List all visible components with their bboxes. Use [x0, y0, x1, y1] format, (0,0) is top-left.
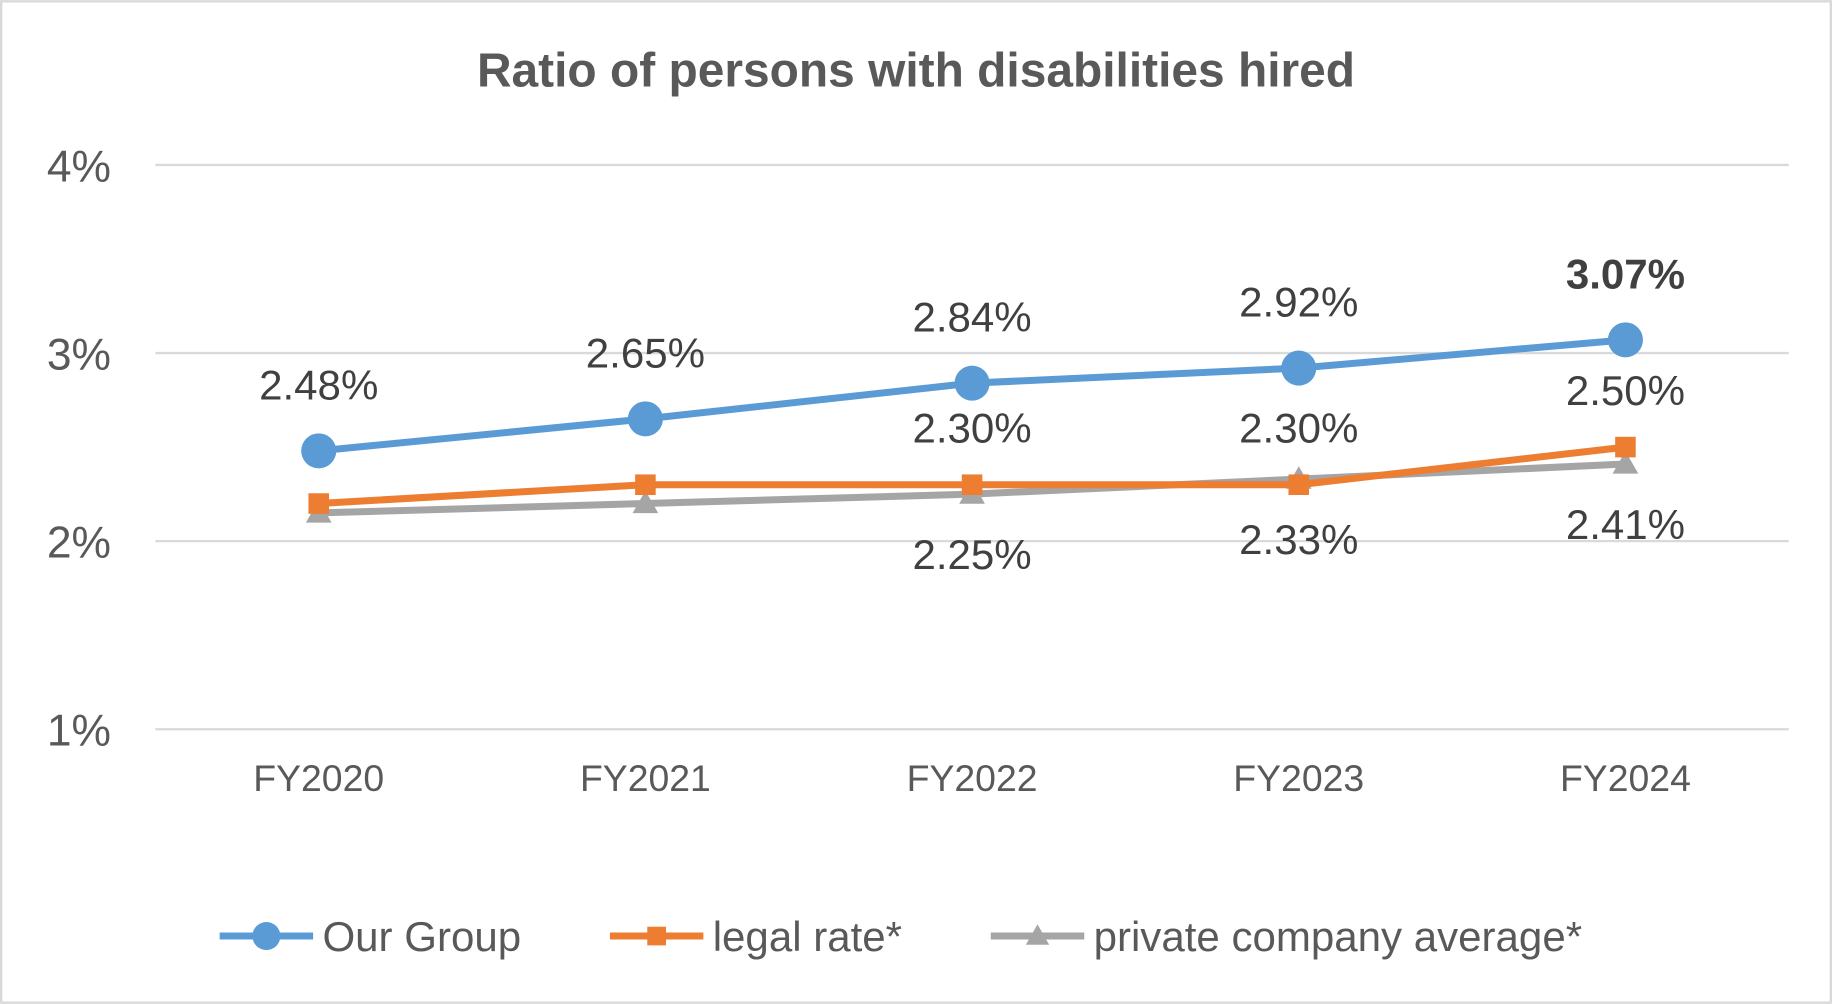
data-label: 2.25% — [912, 531, 1031, 578]
legend-marker-circle — [252, 922, 281, 951]
data-point-legal-rate — [961, 474, 983, 495]
data-point-our-group — [1281, 350, 1317, 386]
data-point-legal-rate — [308, 493, 330, 514]
x-tick-label: FY2024 — [1560, 757, 1691, 799]
data-point-private-company-average — [1612, 451, 1639, 474]
data-label: 2.33% — [1239, 516, 1358, 563]
legend-label: Our Group — [322, 913, 521, 960]
y-tick-label: 4% — [47, 142, 111, 191]
x-tick-label: FY2021 — [580, 757, 711, 799]
data-label: 2.92% — [1239, 279, 1358, 326]
legend-label: private company average* — [1094, 913, 1583, 960]
legend-marker-square — [647, 926, 666, 946]
data-point-our-group — [627, 401, 663, 437]
data-point-legal-rate — [1288, 474, 1310, 495]
x-tick-label: FY2022 — [907, 757, 1038, 799]
legend-marker-triangle — [1025, 924, 1050, 945]
data-label: 2.30% — [912, 405, 1031, 452]
y-tick-label: 3% — [47, 330, 111, 379]
x-tick-label: FY2020 — [253, 757, 384, 799]
y-tick-label: 1% — [47, 707, 111, 756]
data-label: 2.50% — [1566, 367, 1685, 414]
x-tick-label: FY2023 — [1233, 757, 1364, 799]
data-label: 2.48% — [259, 361, 378, 408]
data-point-our-group — [954, 365, 990, 401]
data-label: 3.07% — [1566, 250, 1685, 297]
data-label: 2.41% — [1566, 501, 1685, 548]
data-label: 2.65% — [586, 329, 705, 376]
data-point-private-company-average — [632, 490, 659, 514]
data-point-our-group — [1607, 322, 1643, 358]
y-tick-label: 2% — [47, 518, 111, 567]
data-point-our-group — [301, 433, 337, 469]
chart-title: Ratio of persons with disabilities hired — [477, 45, 1355, 98]
data-point-legal-rate — [1615, 436, 1636, 458]
data-label: 2.84% — [912, 294, 1031, 341]
legend-label: legal rate* — [713, 913, 902, 960]
data-point-legal-rate — [635, 474, 656, 495]
data-label: 2.30% — [1239, 405, 1358, 452]
